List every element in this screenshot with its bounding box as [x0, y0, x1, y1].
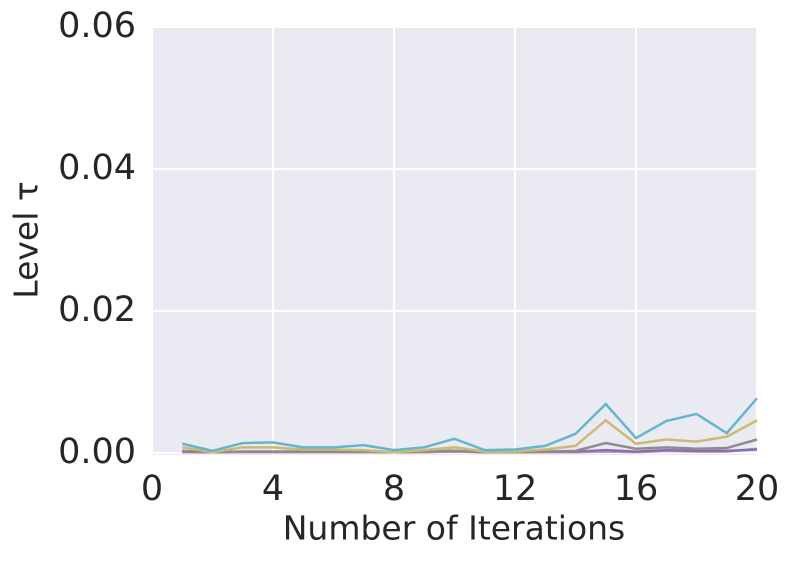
y-tick-label: 0.04: [58, 148, 136, 188]
series-line: [181, 397, 758, 453]
y-tick-label: 0.00: [58, 432, 136, 472]
series-line: [182, 438, 758, 454]
x-axis-label: Number of Iterations: [283, 509, 626, 548]
y-tick-label: 0.02: [58, 290, 136, 330]
y-axis-label: Level τ: [7, 181, 46, 298]
x-tick-label: 16: [614, 469, 659, 509]
plot-area: [152, 27, 757, 455]
x-tick-label: 20: [735, 469, 780, 509]
x-tick-label: 8: [383, 469, 405, 509]
y-tick-label: 0.06: [58, 6, 136, 46]
x-tick-label: 4: [262, 469, 284, 509]
x-tick-label: 12: [493, 469, 538, 509]
x-tick-label: 0: [141, 469, 163, 509]
series-line: [182, 418, 758, 454]
